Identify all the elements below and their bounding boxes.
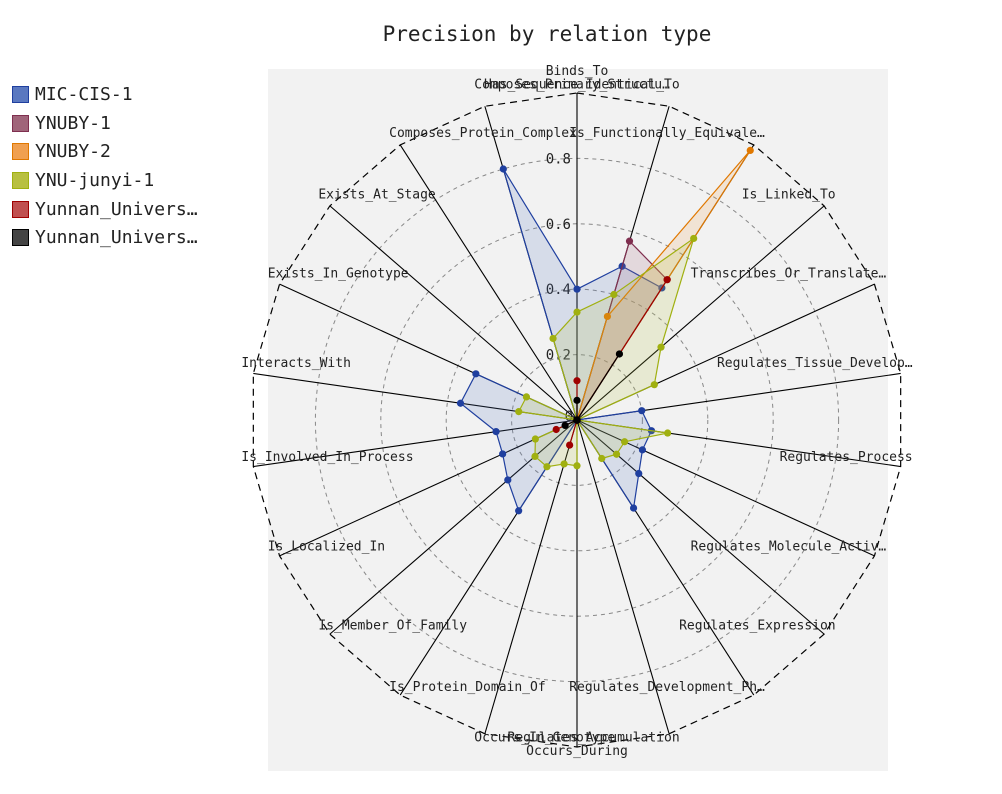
series-point <box>499 450 507 458</box>
category-label: Is_Involved_In_Process <box>241 450 413 465</box>
series-point <box>603 312 612 321</box>
series-point <box>549 334 557 343</box>
legend-item[interactable]: YNUBY-1 <box>12 109 198 138</box>
series-point <box>522 393 531 401</box>
series-point <box>573 416 581 424</box>
series-point <box>615 350 624 358</box>
series-point <box>456 399 465 407</box>
category-label: Is_Localized_In <box>268 540 385 555</box>
spoke-line <box>279 419 578 557</box>
r-tick-label: 0.4 <box>546 282 571 298</box>
category-label: Regulates_Accumulation <box>508 731 680 746</box>
category-label: Regulates_Process <box>780 450 913 465</box>
series-point <box>664 429 672 437</box>
series-point <box>635 469 643 478</box>
series-point <box>650 381 658 389</box>
series-point <box>515 507 523 515</box>
legend-item[interactable]: YNU-junyi-1 <box>12 166 198 195</box>
category-label: Interacts_With <box>241 356 351 371</box>
grid-circle-2 <box>380 223 774 617</box>
series-point <box>573 308 581 316</box>
series-point <box>515 408 523 416</box>
series-point <box>566 441 574 449</box>
spoke-line <box>576 205 825 421</box>
legend-item[interactable]: Yunnan_Univers… <box>12 223 198 252</box>
spoke-line <box>329 205 578 421</box>
series-point <box>531 452 539 461</box>
series-point <box>625 237 634 245</box>
spoke-line <box>484 419 578 734</box>
legend-swatch <box>12 85 29 103</box>
origin-label: 0 <box>565 409 573 425</box>
series-point <box>552 425 560 434</box>
r-tick-label: 0.8 <box>546 151 571 167</box>
series-point <box>638 446 647 454</box>
series-point <box>499 165 507 173</box>
legend-label: YNUBY-1 <box>35 112 111 134</box>
legend-item[interactable]: YNUBY-2 <box>12 137 198 166</box>
legend-item[interactable]: MIC-CIS-1 <box>12 80 198 109</box>
series-point <box>598 454 606 463</box>
category-label: Is_Protein_Domain_Of <box>389 680 546 695</box>
category-label: Regulates_Development_Ph… <box>569 680 765 695</box>
series-point <box>573 462 581 470</box>
chart-title: Precision by relation type <box>382 22 712 46</box>
spoke-line <box>576 419 670 734</box>
series-area-3 <box>517 236 695 468</box>
series-point <box>543 463 551 471</box>
series-point <box>629 504 638 512</box>
spoke-line <box>253 419 578 468</box>
category-label: Occurs_In_Genotype <box>474 731 615 746</box>
category-label: Regulates_Expression <box>679 618 836 633</box>
legend-swatch <box>12 114 29 132</box>
category-label: Composes_Protein_Complex <box>389 126 577 141</box>
series-point <box>492 428 500 436</box>
legend-swatch <box>12 171 29 189</box>
series-point <box>746 146 754 155</box>
category-label: Occurs_During <box>526 744 628 759</box>
series-point <box>690 234 698 243</box>
category-label: Composes_Primary_Structu… <box>474 77 670 92</box>
series-point <box>472 370 480 378</box>
legend-item[interactable]: Yunnan_Univers… <box>12 195 198 224</box>
category-label: Regulates_Molecule_Activ… <box>691 540 887 555</box>
series-point <box>561 421 569 430</box>
category-label: Exists_At_Stage <box>318 188 436 203</box>
series-point <box>612 450 621 458</box>
series-point <box>573 285 581 293</box>
legend-swatch <box>12 200 29 218</box>
category-label: Has_Sequence_Identical_To <box>484 77 680 92</box>
legend-label: YNUBY-2 <box>35 141 111 163</box>
legend-label: MIC-CIS-1 <box>35 83 133 105</box>
category-label: Binds_To <box>546 64 609 79</box>
category-label: Exists_In_Genotype <box>268 266 409 281</box>
series-point <box>573 377 581 385</box>
series-point <box>504 476 512 484</box>
legend: MIC-CIS-1 YNUBY-1 YNUBY-2 YNU-junyi-1 Yunnan… <box>12 80 198 252</box>
legend-label: Yunnan_Univers… <box>35 227 198 249</box>
legend-label: YNU-junyi-1 <box>35 169 155 191</box>
spoke-line <box>399 144 578 421</box>
category-label: Is_Functionally_Equivale… <box>569 126 765 141</box>
category-label: Is_Linked_To <box>742 188 836 203</box>
category-label: Is_Member_Of_Family <box>318 618 467 633</box>
legend-label: Yunnan_Univers… <box>35 198 198 220</box>
series-point <box>531 435 539 443</box>
category-label: Transcribes_Or_Translate… <box>691 266 887 281</box>
legend-swatch <box>12 229 29 247</box>
legend-swatch <box>12 143 29 161</box>
series-point <box>620 438 629 446</box>
series-point <box>663 276 671 284</box>
series-point <box>610 290 618 299</box>
r-tick-label: 0.6 <box>546 217 571 233</box>
series-point <box>657 343 665 351</box>
series-point <box>638 407 646 415</box>
series-point <box>573 396 581 404</box>
category-label: Regulates_Tissue_Develop… <box>717 356 913 371</box>
series-point <box>560 460 568 468</box>
